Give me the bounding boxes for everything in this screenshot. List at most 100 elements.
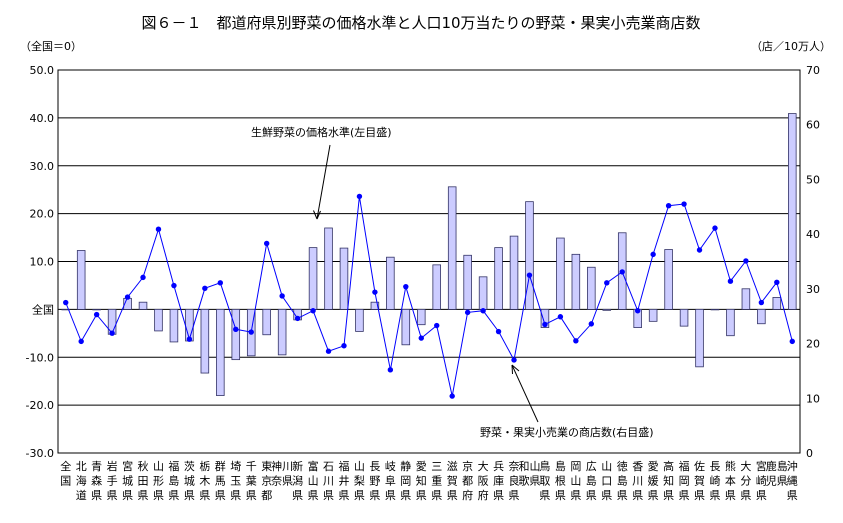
shop-count-point	[403, 283, 409, 290]
shop-count-line	[63, 193, 795, 399]
prefecture-label: 滋賀県	[447, 460, 458, 502]
prefecture-label: 神奈川県	[271, 459, 293, 488]
shop-count-point	[650, 251, 656, 258]
prefecture-label: 宮崎県	[756, 459, 767, 502]
prefecture-label: 福島県	[168, 459, 179, 502]
shop-count-point	[171, 282, 177, 289]
price-bar	[679, 308, 689, 327]
price-bar	[355, 308, 364, 332]
price-bar	[664, 249, 673, 310]
prefecture-label: 富山県	[308, 459, 319, 502]
shop-count-point	[63, 299, 69, 306]
prefecture-label: 奈良県	[509, 459, 520, 502]
prefecture-label: 埼玉県	[230, 459, 241, 502]
left-tick-label: 10.0	[30, 256, 55, 269]
prefecture-label: 和歌山県	[519, 460, 541, 488]
shop-count-point	[604, 280, 610, 286]
prefecture-label: 愛知県	[416, 460, 427, 502]
price-bar	[772, 297, 782, 310]
shop-count-leader	[511, 364, 539, 423]
right-axis-label: （店／10万人）	[751, 39, 831, 53]
price-bar	[494, 247, 503, 310]
shop-count-point	[310, 308, 316, 314]
shop-count-point	[294, 315, 301, 322]
prefecture-label: 山口県	[601, 460, 612, 502]
price-bar	[788, 113, 797, 310]
price-bar	[401, 308, 411, 346]
shop-count-point	[789, 338, 795, 345]
price-bar	[757, 308, 766, 325]
prefecture-label: 山梨県	[354, 460, 365, 502]
shop-count-point	[217, 280, 224, 286]
price-bar	[602, 308, 612, 311]
chart-title: 図６－１ 都道府県別野菜の価格水準と人口10万当たりの野菜・果実小売業商店数	[141, 14, 700, 32]
shop-count-point	[727, 278, 734, 284]
shop-count-point	[248, 329, 254, 335]
price-bar	[726, 308, 735, 337]
shop-count-point	[263, 240, 270, 247]
price-bar	[262, 308, 271, 336]
shop-count-point	[542, 321, 548, 328]
prefecture-label: 大分県	[740, 459, 751, 502]
shop-count-arrowhead	[511, 364, 520, 375]
price-bar	[741, 288, 751, 310]
shop-count-point	[387, 367, 394, 373]
shop-count-point	[341, 343, 347, 349]
plot-frame	[57, 69, 801, 454]
prefecture-label: 京都府	[462, 459, 473, 502]
prefecture-label: 全国	[60, 459, 71, 488]
prefecture-label: 山形県	[153, 460, 164, 502]
price-bar	[185, 308, 194, 342]
shop-count-point	[356, 193, 363, 200]
prefecture-label: 島根県	[555, 459, 566, 502]
price-bar	[386, 256, 395, 310]
left-tick-label: 30.0	[30, 160, 55, 173]
price-bar	[571, 253, 581, 310]
price-bar	[478, 276, 488, 310]
price-level-annotation: 生鮮野菜の価格水準(左目盛)	[251, 125, 392, 139]
prefecture-label: 東京都	[261, 460, 272, 502]
left-tick-label: -10.0	[26, 351, 54, 364]
shop-count-point	[279, 293, 285, 299]
left-tick-label: 40.0	[30, 112, 55, 125]
price-bar	[61, 308, 70, 311]
prefecture-label: 福岡県	[679, 459, 690, 502]
shop-count-point	[233, 326, 239, 333]
price-bar	[648, 308, 658, 322]
shop-count-polyline	[65, 196, 793, 397]
shop-count-point	[526, 272, 533, 278]
shop-count-point	[155, 226, 162, 232]
price-bar	[509, 235, 519, 310]
price-bar	[540, 308, 550, 328]
right-tick-label: 50	[806, 173, 820, 186]
prefecture-label: 大阪府	[478, 459, 489, 502]
shop-count-point	[573, 338, 579, 344]
price-bar	[231, 308, 241, 361]
shop-count-point	[325, 348, 332, 354]
price-bar	[339, 247, 349, 310]
price-bar	[447, 186, 457, 310]
prefecture-label: 佐賀県	[694, 459, 705, 502]
prefecture-label: 北海道	[76, 460, 87, 502]
prefecture-label: 三重県	[431, 460, 442, 502]
price-bar	[370, 301, 380, 310]
price-bar	[277, 308, 287, 356]
shop-count-point	[511, 357, 517, 363]
shop-count-point	[372, 289, 378, 295]
price-level-leader	[316, 144, 331, 220]
shop-count-point	[449, 393, 455, 399]
prefecture-label: 長崎県	[710, 460, 721, 502]
right-tick-label: 70	[806, 64, 820, 77]
right-axis-ticks: 70 60 50 40 30 20 10 0	[806, 64, 820, 460]
prefecture-label: 静岡県	[400, 459, 411, 502]
prefecture-label: 岩手県	[107, 459, 118, 502]
left-axis-label: （全国＝0）	[20, 39, 82, 53]
shop-count-point	[186, 336, 193, 342]
right-tick-label: 20	[806, 338, 820, 351]
shop-count-point	[758, 299, 765, 306]
right-tick-label: 30	[806, 283, 820, 296]
shop-count-point	[743, 258, 749, 264]
shop-count-point	[619, 269, 625, 275]
shop-count-point	[124, 294, 131, 300]
prefecture-label: 青森県	[91, 460, 102, 502]
